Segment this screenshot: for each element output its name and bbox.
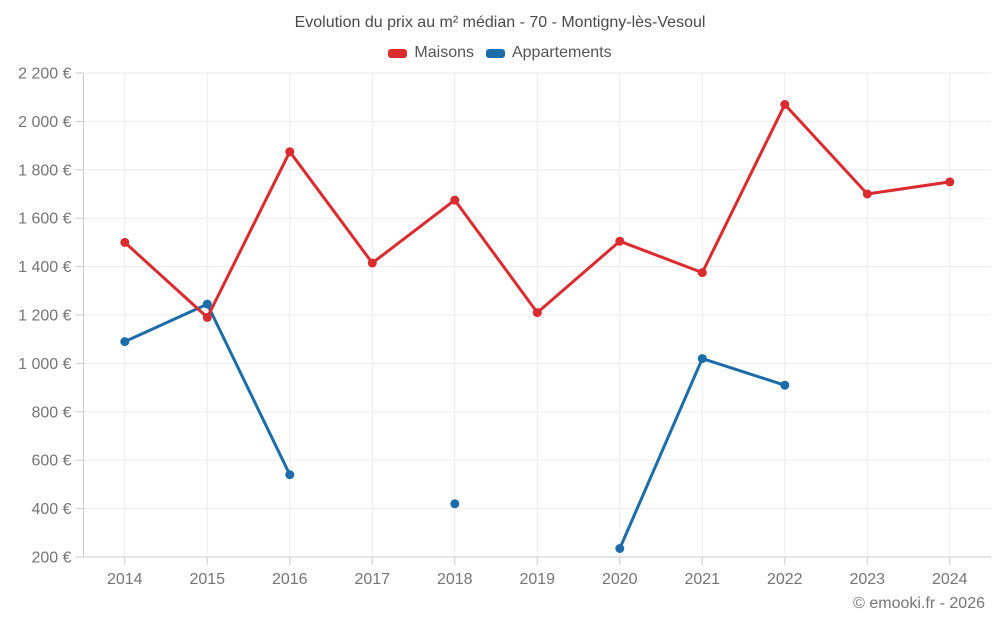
data-point-appartements-2021[interactable] bbox=[697, 354, 707, 364]
data-point-maisons-2023[interactable] bbox=[862, 189, 872, 199]
data-point-maisons-2021[interactable] bbox=[697, 268, 707, 278]
data-point-appartements-2014[interactable] bbox=[120, 337, 130, 347]
data-point-maisons-2018[interactable] bbox=[450, 195, 460, 205]
data-point-maisons-2019[interactable] bbox=[532, 308, 542, 318]
x-tick-label: 2015 bbox=[189, 571, 225, 588]
data-point-maisons-2015[interactable] bbox=[202, 312, 212, 322]
data-point-maisons-2016[interactable] bbox=[285, 147, 295, 157]
data-point-maisons-2014[interactable] bbox=[120, 237, 130, 247]
data-point-maisons-2024[interactable] bbox=[945, 177, 955, 187]
y-tick-label: 1 600 € bbox=[18, 211, 71, 228]
x-tick-label: 2023 bbox=[849, 571, 885, 588]
legend-label-appartements: Appartements bbox=[511, 44, 612, 61]
x-tick-label: 2024 bbox=[932, 571, 968, 588]
legend-label-maisons: Maisons bbox=[414, 44, 474, 61]
x-tick-label: 2020 bbox=[602, 571, 638, 588]
y-tick-label: 2 200 € bbox=[18, 66, 71, 83]
x-tick-label: 2022 bbox=[767, 571, 803, 588]
maisons-series-swatch-icon bbox=[388, 48, 408, 58]
x-tick-label: 2019 bbox=[519, 571, 555, 588]
y-tick-label: 400 € bbox=[31, 501, 71, 518]
data-point-appartements-2020[interactable] bbox=[615, 544, 625, 553]
y-tick-label: 600 € bbox=[31, 453, 71, 470]
data-point-maisons-2017[interactable] bbox=[367, 258, 377, 268]
legend-item-maisons[interactable]: Maisons bbox=[388, 44, 474, 62]
copyright-text: © emooki.fr - 2026 bbox=[853, 595, 985, 612]
y-tick-label: 800 € bbox=[31, 404, 71, 421]
y-tick-label: 1 000 € bbox=[18, 356, 71, 373]
chart-title: Evolution du prix au m² médian - 70 - Mo… bbox=[294, 14, 706, 31]
data-point-appartements-2022[interactable] bbox=[780, 380, 790, 390]
data-point-appartements-2015[interactable] bbox=[202, 299, 212, 309]
appartements-series-swatch-icon bbox=[485, 48, 505, 58]
x-tick-label: 2014 bbox=[107, 571, 143, 588]
chart-legend: Maisons Appartements bbox=[0, 44, 1000, 62]
data-point-appartements-2018[interactable] bbox=[450, 499, 460, 509]
data-point-maisons-2020[interactable] bbox=[615, 236, 625, 246]
x-tick-label: 2018 bbox=[437, 571, 473, 588]
data-point-maisons-2022[interactable] bbox=[780, 100, 790, 109]
y-tick-label: 1 200 € bbox=[18, 308, 71, 325]
data-point-appartements-2016[interactable] bbox=[285, 470, 295, 480]
legend-item-appartements[interactable]: Appartements bbox=[485, 44, 612, 62]
x-tick-label: 2016 bbox=[272, 571, 308, 588]
y-tick-label: 2 000 € bbox=[18, 114, 71, 131]
x-tick-label: 2021 bbox=[684, 571, 720, 588]
x-tick-label: 2017 bbox=[354, 571, 390, 588]
y-tick-label: 200 € bbox=[31, 550, 71, 567]
y-tick-label: 1 800 € bbox=[18, 162, 71, 179]
y-tick-label: 1 400 € bbox=[18, 259, 71, 276]
